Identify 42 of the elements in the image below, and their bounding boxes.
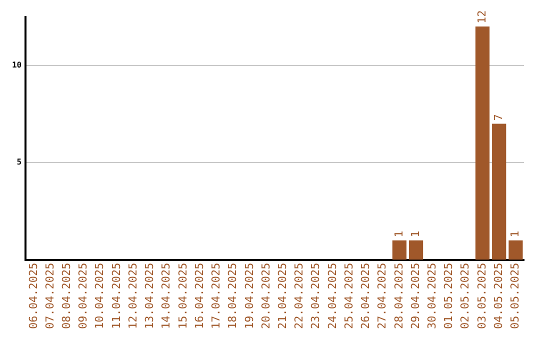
x-tick-label: 25.04.2025 (342, 262, 356, 330)
x-tick-label: 03.05.2025 (475, 262, 488, 330)
x-tick-label: 10.04.2025 (93, 262, 106, 330)
data-label: 7 (492, 114, 505, 121)
x-tick-label: 22.04.2025 (292, 262, 306, 330)
x-tick-label: 23.04.2025 (309, 262, 322, 330)
data-label: 1 (508, 230, 522, 238)
x-tick-label: 04.05.2025 (492, 262, 505, 330)
x-tick-label: 17.04.2025 (210, 262, 223, 330)
y-tick-label: 10 (12, 60, 22, 70)
y-tick-label: 5 (16, 158, 22, 167)
x-tick-label: 08.04.2025 (60, 262, 74, 330)
x-tick-label: 24.04.2025 (326, 262, 339, 330)
x-tick-label: 11.04.2025 (110, 262, 123, 330)
x-tick-label: 13.04.2025 (143, 262, 156, 330)
x-tick-label: 01.05.2025 (442, 262, 456, 330)
x-tick-label: 27.04.2025 (376, 262, 389, 330)
bar (492, 124, 506, 260)
x-tick-label: 16.04.2025 (192, 262, 206, 330)
data-label: 1 (408, 230, 422, 238)
x-tick-label: 20.04.2025 (259, 262, 272, 330)
x-tick-label: 15.04.2025 (176, 262, 190, 330)
x-tick-label: 18.04.2025 (226, 262, 240, 330)
bar (392, 240, 406, 260)
x-tick-label: 02.05.2025 (458, 262, 472, 330)
x-tick-label: 29.04.2025 (408, 262, 422, 330)
x-tick-label: 07.04.2025 (43, 262, 56, 330)
x-tick-label: 09.04.2025 (76, 262, 90, 330)
x-tick-label: 19.04.2025 (242, 262, 256, 330)
data-label: 12 (475, 10, 488, 24)
x-tick-label: 06.04.2025 (26, 262, 40, 330)
x-tick-label: 12.04.2025 (126, 262, 140, 330)
x-tick-label: 14.04.2025 (160, 262, 173, 330)
x-tick-label: 21.04.2025 (276, 262, 289, 330)
x-tick-label: 30.04.2025 (425, 262, 438, 330)
x-tick-label: 26.04.2025 (359, 262, 372, 330)
x-tick-label: 05.05.2025 (508, 262, 522, 330)
bar (508, 240, 523, 260)
bar (475, 26, 490, 260)
data-label: 1 (392, 230, 406, 238)
x-tick-label: 28.04.2025 (392, 262, 406, 330)
bar (408, 240, 424, 260)
